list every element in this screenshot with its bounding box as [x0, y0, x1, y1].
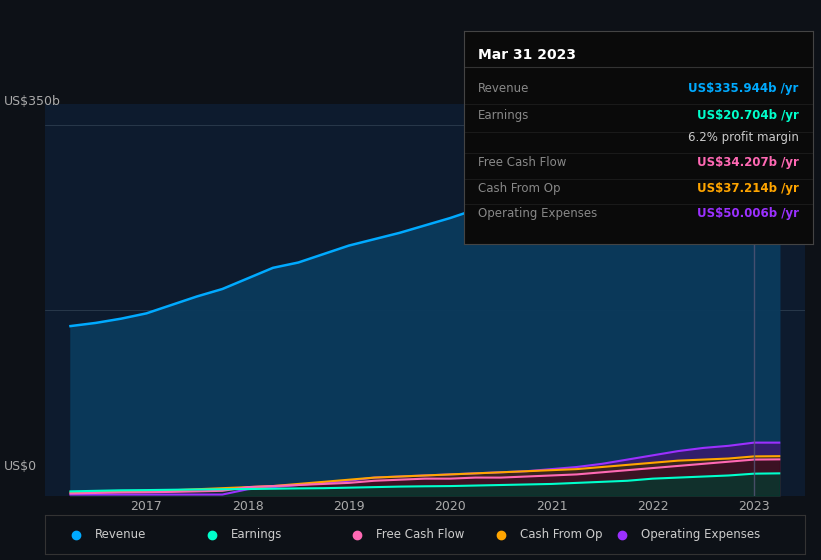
- Text: Free Cash Flow: Free Cash Flow: [375, 528, 464, 542]
- Text: Revenue: Revenue: [94, 528, 146, 542]
- Text: US$0: US$0: [4, 460, 37, 473]
- Text: US$20.704b /yr: US$20.704b /yr: [697, 109, 799, 123]
- Text: Mar 31 2023: Mar 31 2023: [478, 48, 576, 62]
- Text: Cash From Op: Cash From Op: [520, 528, 603, 542]
- Text: 6.2% profit margin: 6.2% profit margin: [688, 130, 799, 144]
- Text: US$34.207b /yr: US$34.207b /yr: [697, 156, 799, 169]
- Text: Cash From Op: Cash From Op: [478, 182, 560, 195]
- Text: US$37.214b /yr: US$37.214b /yr: [697, 182, 799, 195]
- Text: US$50.006b /yr: US$50.006b /yr: [697, 207, 799, 220]
- Text: US$350b: US$350b: [4, 95, 61, 108]
- Text: Revenue: Revenue: [478, 82, 530, 95]
- Text: Operating Expenses: Operating Expenses: [641, 528, 760, 542]
- Text: Operating Expenses: Operating Expenses: [478, 207, 597, 220]
- Text: US$335.944b /yr: US$335.944b /yr: [689, 82, 799, 95]
- Text: Earnings: Earnings: [478, 109, 530, 123]
- Text: Earnings: Earnings: [232, 528, 282, 542]
- Text: Free Cash Flow: Free Cash Flow: [478, 156, 566, 169]
